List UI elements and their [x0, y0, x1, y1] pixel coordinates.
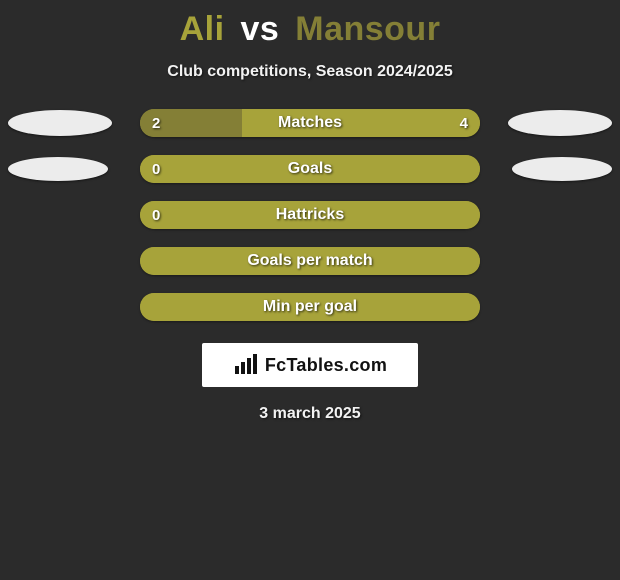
stat-bar: 24Matches	[140, 109, 480, 137]
stat-label: Goals per match	[140, 247, 480, 275]
stat-bar: Goals per match	[140, 247, 480, 275]
stat-row: Min per goal	[0, 293, 620, 321]
player2-badge	[512, 157, 612, 181]
player2-name: Mansour	[295, 10, 440, 48]
player1-badge	[8, 110, 112, 136]
page-title: Ali vs Mansour	[0, 0, 620, 49]
vs-text: vs	[240, 10, 279, 48]
stat-row: 0Goals	[0, 155, 620, 183]
stat-row: 24Matches	[0, 109, 620, 137]
stat-row: 0Hattricks	[0, 201, 620, 229]
stat-row: Goals per match	[0, 247, 620, 275]
brand-text: FcTables.com	[265, 355, 387, 376]
stats-rows: 24Matches 0Goals 0Hattricks Goals per match…	[0, 109, 620, 321]
stat-label: Min per goal	[140, 293, 480, 321]
stat-label: Hattricks	[140, 201, 480, 229]
subtitle: Club competitions, Season 2024/2025	[0, 63, 620, 81]
player1-name: Ali	[180, 10, 225, 48]
player2-badge	[508, 110, 612, 136]
stat-label: Matches	[140, 109, 480, 137]
stat-bar: 0Goals	[140, 155, 480, 183]
stat-bar: Min per goal	[140, 293, 480, 321]
stat-bar: 0Hattricks	[140, 201, 480, 229]
brand-logo: FcTables.com	[202, 343, 418, 387]
stat-label: Goals	[140, 155, 480, 183]
player1-badge	[8, 157, 108, 181]
date-text: 3 march 2025	[0, 405, 620, 423]
bars-icon	[233, 354, 259, 376]
